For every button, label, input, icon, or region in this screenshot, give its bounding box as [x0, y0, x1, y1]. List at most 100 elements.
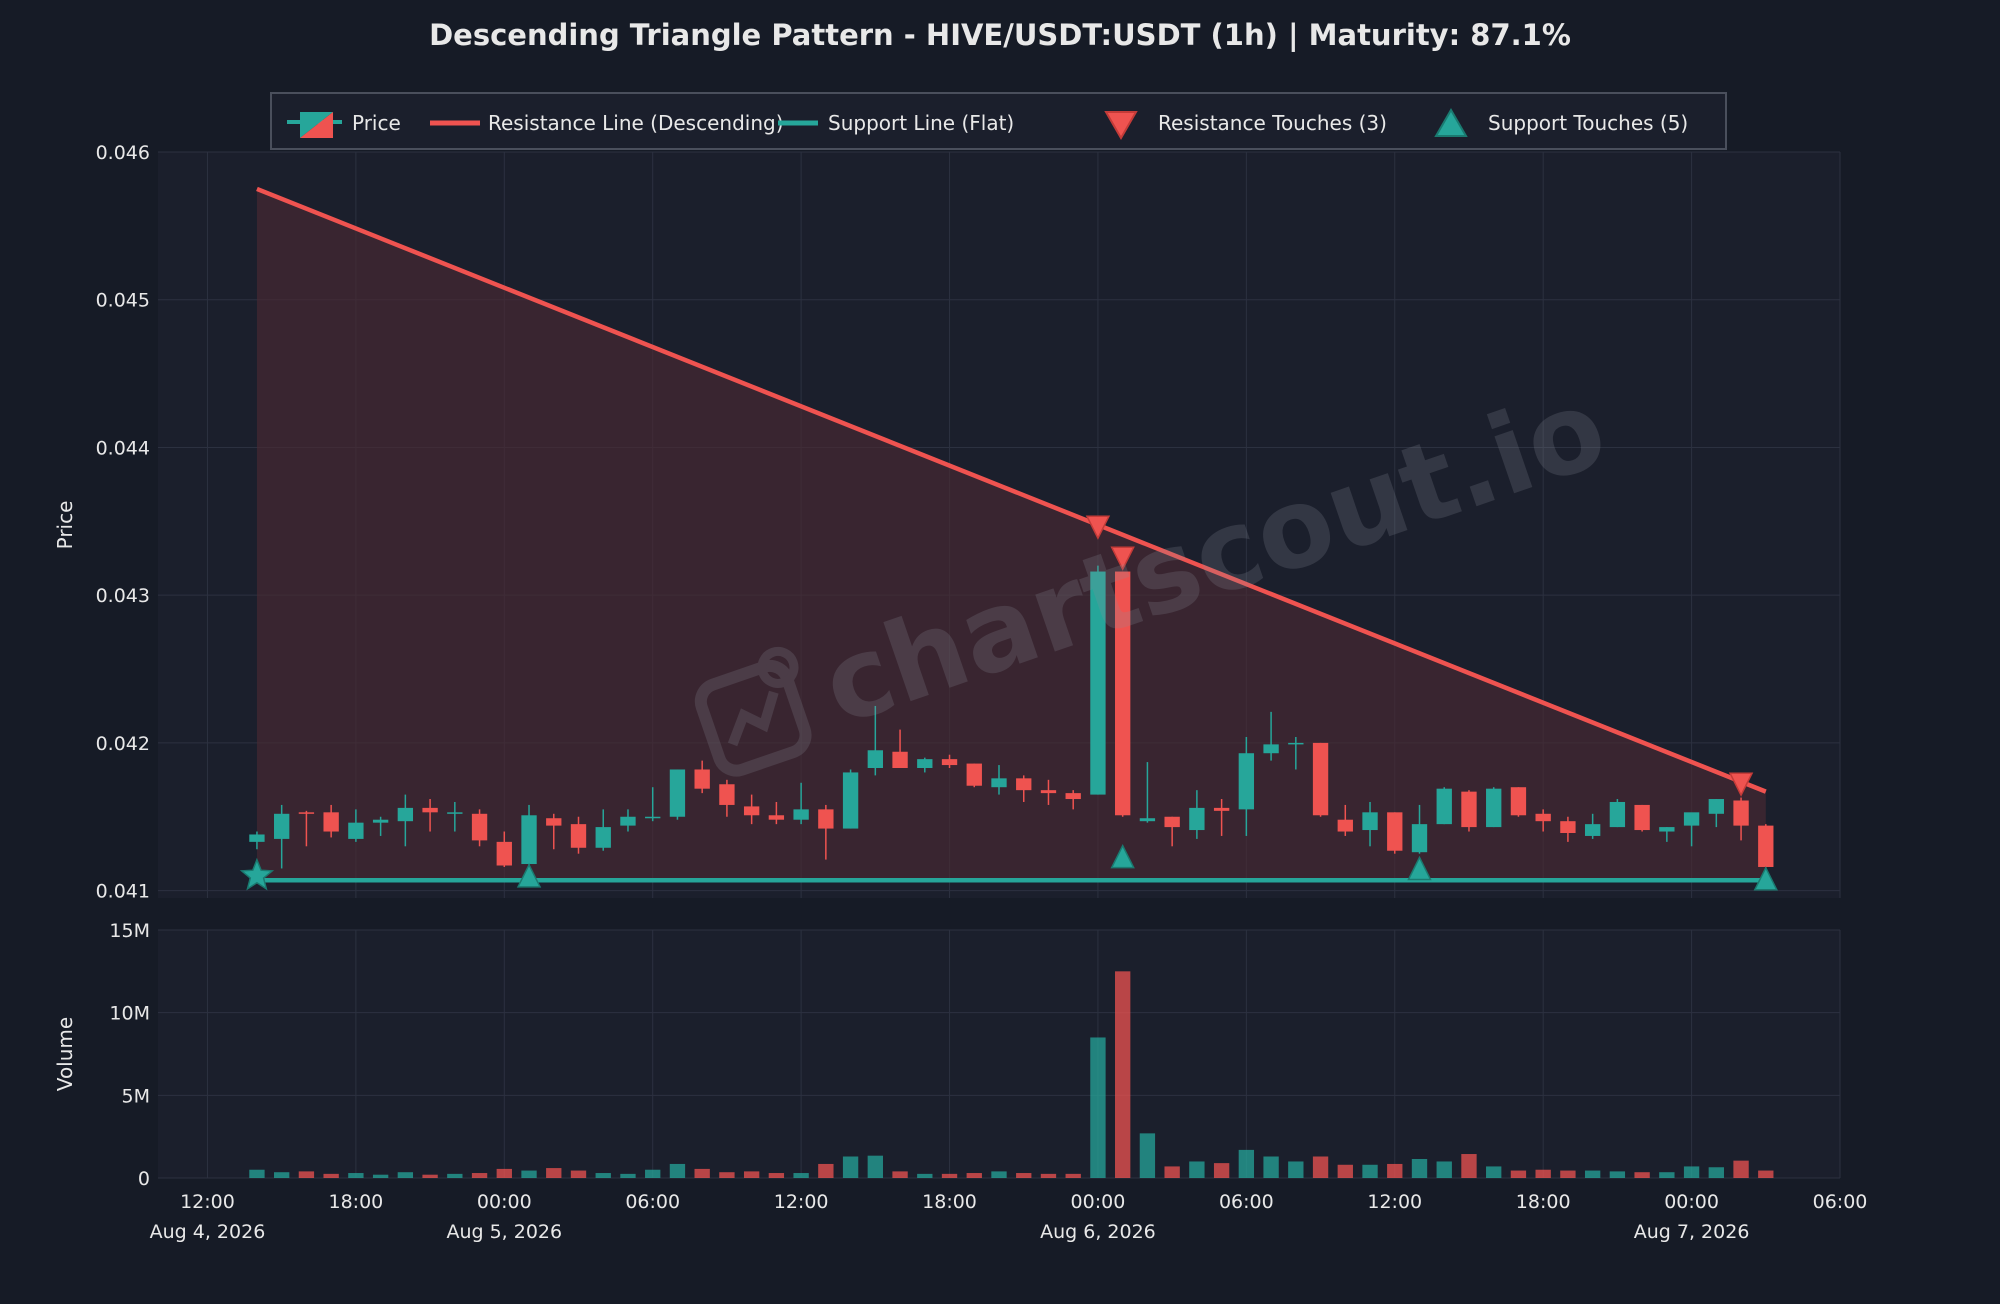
x-tick-time: 18:00	[922, 1191, 977, 1213]
volume-bar	[1758, 1170, 1774, 1178]
volume-bar	[447, 1173, 463, 1178]
volume-y-tick-label: 0	[138, 1168, 150, 1190]
candle-body	[1090, 571, 1106, 795]
legend-item-support-touches: Support Touches (5)	[1434, 107, 1688, 137]
volume-bar	[1436, 1161, 1452, 1178]
candle-body	[546, 818, 562, 826]
volume-bar	[818, 1163, 834, 1178]
volume-bar	[991, 1171, 1007, 1178]
candle-body	[298, 812, 315, 814]
volume-bar	[1337, 1164, 1353, 1178]
volume-bar	[546, 1168, 562, 1178]
x-axis-ticks: 12:00 Aug 4, 2026 18:00 00:00 Aug 5, 2026 06:…	[150, 1191, 1868, 1243]
x-tick-time: 18:00	[328, 1191, 383, 1213]
triangle-layer	[256, 188, 1766, 881]
candle-body	[496, 841, 512, 866]
volume-bar	[1238, 1149, 1255, 1178]
volume-y-tick-label: 15M	[109, 920, 150, 942]
resistance-touch-marker	[1085, 515, 1111, 540]
x-tick-time: 00:00	[1071, 1191, 1126, 1213]
volume-plot-area	[158, 930, 1840, 1178]
pattern-start-star-marker	[239, 857, 275, 891]
candle-body	[1387, 812, 1403, 851]
candle-body	[1040, 790, 1057, 794]
volume-bar	[471, 1173, 488, 1178]
volume-bar	[1016, 1173, 1032, 1178]
volume-bar	[1288, 1161, 1304, 1178]
x-tick-time: 06:00	[625, 1191, 680, 1213]
volume-bar	[1090, 1037, 1106, 1178]
volume-axis-label: Volume	[53, 1017, 77, 1091]
candle-body	[274, 813, 290, 839]
legend-label: Resistance Line (Descending)	[488, 111, 784, 135]
volume-bar	[1387, 1163, 1403, 1178]
volume-y-tick-label: 10M	[109, 1003, 150, 1025]
volume-bar	[1510, 1170, 1527, 1178]
price-y-tick-label: 0.041	[96, 881, 150, 903]
volume-bar	[323, 1173, 339, 1178]
price-y-ticks: 0.046 0.045 0.044 0.043 0.042 0.041	[96, 142, 150, 903]
volume-bar	[249, 1169, 265, 1178]
candle-body	[1659, 827, 1675, 832]
candle-body	[1189, 807, 1205, 831]
down-triangle-icon	[1104, 111, 1138, 141]
watermark-logo-icon	[694, 646, 812, 777]
resistance-touch-marker	[1728, 772, 1754, 797]
volume-bar	[1213, 1163, 1230, 1178]
volume-bar	[793, 1173, 809, 1178]
volume-bar	[1263, 1156, 1279, 1178]
volume-y-ticks: 15M 10M 5M 0	[109, 920, 150, 1190]
candle-body	[1362, 812, 1378, 831]
candle-body	[818, 809, 834, 829]
legend-item-support-line: Support Line (Flat)	[778, 111, 1014, 135]
x-tick-time: 06:00	[1219, 1191, 1274, 1213]
candle-body	[1115, 571, 1131, 816]
x-tick-time: 18:00	[1516, 1191, 1571, 1213]
candle-body	[941, 759, 958, 766]
candle-body	[842, 772, 859, 829]
volume-bar	[372, 1174, 389, 1178]
candle-body	[1411, 824, 1428, 853]
candle-body	[1016, 778, 1032, 791]
candle-body	[595, 827, 611, 848]
touch-markers	[239, 515, 1779, 891]
candle-body	[1584, 824, 1601, 836]
candle-body	[1510, 787, 1527, 816]
candle-body	[471, 813, 488, 841]
candle-body	[1609, 801, 1626, 828]
volume-bar	[1065, 1173, 1081, 1178]
volume-bar	[1683, 1166, 1700, 1178]
volume-panel: 15M 10M 5M 0 Volume 12:00 Aug 4, 2026 18:00 00…	[53, 920, 1867, 1243]
volume-bar	[595, 1173, 611, 1178]
support-touch-marker	[1407, 855, 1432, 881]
volume-bar	[298, 1171, 315, 1178]
candle-body	[1461, 791, 1477, 828]
volume-bar	[719, 1172, 735, 1178]
volume-bar	[1733, 1160, 1749, 1178]
candle-body	[447, 812, 463, 814]
price-y-tick-label: 0.045	[96, 290, 150, 312]
volume-bar	[1659, 1172, 1675, 1178]
candle-body	[966, 763, 982, 786]
price-y-tick-label: 0.043	[96, 585, 150, 607]
candle-body	[867, 750, 883, 769]
candle-body	[1312, 742, 1329, 816]
legend-item-resistance-touches: Resistance Touches (3)	[1104, 111, 1387, 141]
volume-bar	[743, 1171, 760, 1178]
candle-body	[521, 815, 537, 865]
x-tick-date: Aug 4, 2026	[150, 1221, 266, 1243]
candle-body	[1535, 813, 1551, 822]
candle-body	[397, 807, 414, 822]
candle-body	[719, 784, 735, 805]
candle-body	[645, 816, 661, 819]
volume-bar	[941, 1173, 958, 1178]
x-tick-time: 00:00	[477, 1191, 532, 1213]
volume-bar	[892, 1171, 908, 1178]
volume-bar	[1560, 1170, 1576, 1178]
x-tick-date: Aug 6, 2026	[1040, 1221, 1156, 1243]
volume-bar	[1040, 1173, 1057, 1178]
legend-item-resistance-line: Resistance Line (Descending)	[430, 111, 784, 135]
candle-body	[1139, 818, 1156, 822]
x-tick-time: 06:00	[1813, 1191, 1868, 1213]
